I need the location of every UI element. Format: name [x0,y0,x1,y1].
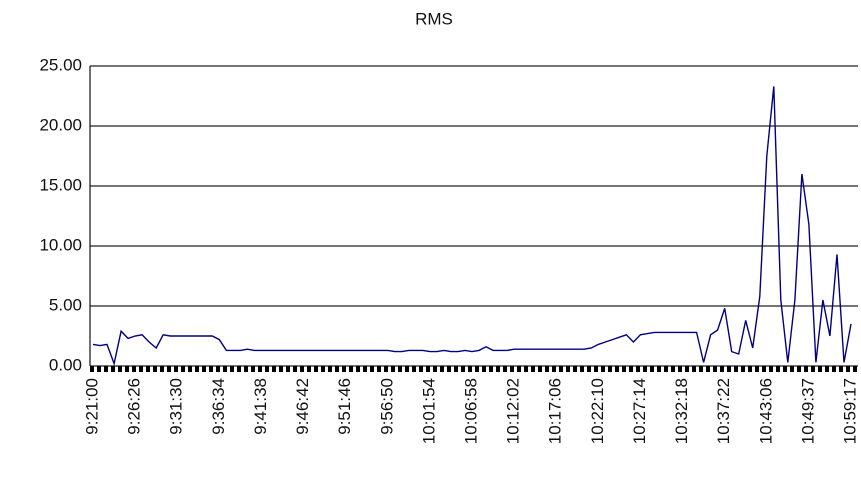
x-tick-label: 10:43:06 [756,378,775,444]
x-tick-label: 10:37:22 [714,378,733,444]
x-tick-label: 9:51:46 [335,378,354,435]
x-tick-label: 9:36:34 [209,378,228,435]
x-tick-label: 10:27:14 [630,378,649,444]
chart-title: RMS [415,9,453,28]
x-tick-label: 10:12:02 [504,378,523,444]
data-line [92,86,852,367]
x-tick-label: 9:26:26 [125,378,144,435]
x-tick-label: 10:59:17 [840,378,859,444]
x-tick-label: 10:32:18 [672,378,691,444]
x-tick-label: 10:49:37 [798,378,817,444]
x-tick-label: 9:46:42 [293,378,312,435]
y-tick-label: 15.00 [39,175,82,194]
x-tick-label: 10:01:54 [419,378,438,444]
x-tick-label: 9:41:38 [251,378,270,435]
y-tick-label: 20.00 [39,115,82,134]
x-tick-label: 10:06:58 [461,378,480,444]
y-tick-label: 5.00 [49,295,82,314]
x-tick-label: 10:22:10 [588,378,607,444]
y-tick-label: 0.00 [49,355,82,374]
y-tick-label: 10.00 [39,235,82,254]
x-tick-label: 9:21:00 [82,378,101,435]
x-tick-label: 9:56:50 [377,378,396,435]
x-tick-label: 9:31:30 [167,378,186,435]
x-tick-label: 10:17:06 [546,378,565,444]
y-tick-label: 25.00 [39,55,82,74]
